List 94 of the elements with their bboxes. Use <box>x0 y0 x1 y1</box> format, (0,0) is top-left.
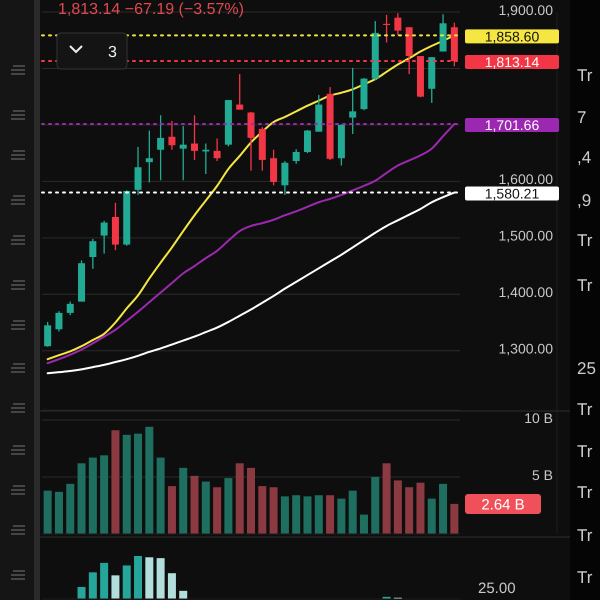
bar <box>270 487 278 534</box>
bar <box>179 468 188 534</box>
bar <box>134 434 142 534</box>
bar <box>247 468 255 534</box>
bar <box>314 495 323 534</box>
bar <box>179 590 188 599</box>
candlestick <box>89 238 96 270</box>
candlestick <box>202 142 210 175</box>
bar <box>303 496 312 534</box>
text: ,9 <box>577 191 592 210</box>
bar <box>337 498 346 534</box>
bar <box>122 565 131 599</box>
text: 25 <box>577 359 596 378</box>
bar <box>168 573 176 599</box>
annotation: 3 <box>108 44 117 61</box>
ref-line-label: 1,813.14 <box>484 54 540 70</box>
candlestick <box>349 67 356 135</box>
bar <box>54 492 63 534</box>
text: Tr <box>577 66 593 85</box>
bar <box>145 557 154 599</box>
candlestick <box>394 12 402 36</box>
y-tick-label: 1,500.00 <box>498 228 554 244</box>
candlestick <box>281 160 288 196</box>
text: Tr <box>577 231 593 250</box>
y-tick-label: 1,300.00 <box>498 340 554 357</box>
candlestick <box>157 114 164 181</box>
bar <box>66 484 74 534</box>
bar <box>382 463 391 534</box>
bar <box>439 484 448 534</box>
text: Tr <box>577 526 593 545</box>
bar <box>100 455 108 534</box>
text: 25.00 <box>478 580 516 597</box>
bar <box>202 482 210 534</box>
bar <box>88 572 97 599</box>
bar <box>326 495 334 534</box>
text: Tr <box>577 483 593 502</box>
text: Tr <box>577 276 593 295</box>
candlestick <box>191 114 198 161</box>
bar <box>450 504 458 534</box>
bar <box>78 463 86 534</box>
ref-line-label: 1,701.66 <box>484 116 540 133</box>
y-tick-label: 1,900.00 <box>498 2 554 18</box>
bar <box>78 586 86 599</box>
bar <box>280 496 289 534</box>
bar <box>134 556 142 599</box>
bar <box>258 486 266 534</box>
ref-line-label: 1,580.21 <box>484 186 540 202</box>
bar <box>405 487 414 534</box>
candlestick <box>55 310 62 332</box>
bar <box>224 478 232 534</box>
candlestick <box>66 300 74 316</box>
candlestick <box>168 120 176 150</box>
candlestick <box>180 125 187 181</box>
y-tick-label: 1,400.00 <box>498 284 554 300</box>
bar <box>236 463 244 534</box>
bar <box>213 487 222 534</box>
bar <box>292 495 300 534</box>
bar <box>122 434 131 534</box>
candlestick <box>214 138 221 162</box>
candlestick <box>44 321 52 348</box>
text: ,4 <box>577 148 592 167</box>
bar <box>168 486 176 534</box>
text: Tr <box>577 442 593 461</box>
bar <box>394 480 402 534</box>
bar <box>44 490 52 534</box>
ref-line-label: 1,858.60 <box>484 28 540 44</box>
candlestick <box>292 148 300 165</box>
bar <box>428 498 436 534</box>
bar <box>145 426 154 534</box>
bar <box>100 562 108 599</box>
bar <box>190 476 199 534</box>
candlestick <box>270 149 278 186</box>
candlestick <box>100 220 108 254</box>
y-tick-label: 10 B <box>524 410 553 426</box>
chart-title: 1,813.14 −67.19 (−3.57%) <box>58 1 244 18</box>
y-tick-label: 5 B <box>532 466 553 483</box>
bar <box>360 514 368 534</box>
bar <box>416 482 424 534</box>
bar <box>156 458 165 534</box>
candlestick <box>304 129 311 154</box>
candlestick <box>146 130 153 184</box>
text: 2.64 B <box>481 496 525 514</box>
text: Tr <box>577 568 593 587</box>
bar <box>156 558 165 599</box>
bar <box>371 476 380 534</box>
bar <box>88 458 97 534</box>
bar <box>111 575 120 599</box>
bar <box>111 430 120 534</box>
text: 7 <box>577 108 586 127</box>
candlestick <box>236 73 244 110</box>
candlestick <box>134 146 142 196</box>
text: Tr <box>577 400 593 419</box>
y-tick-label: 1,600.00 <box>498 171 554 188</box>
bar <box>348 490 357 534</box>
